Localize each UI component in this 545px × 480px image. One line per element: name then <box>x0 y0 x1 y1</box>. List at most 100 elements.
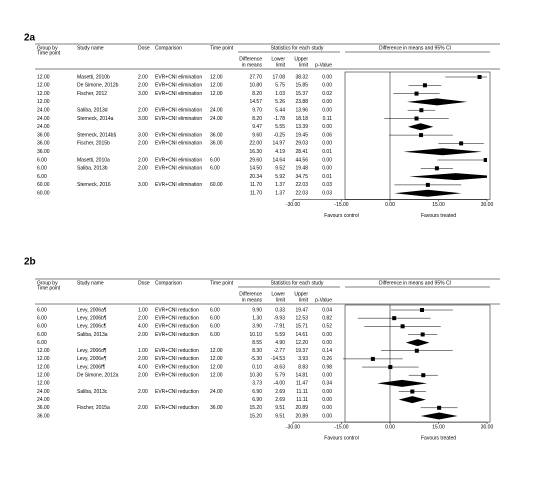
time-cell: 36.00 <box>210 405 223 411</box>
value-cell: -0.25 <box>274 132 286 138</box>
point-estimate <box>388 365 393 370</box>
value-cell: 8.83 <box>298 364 308 370</box>
p-cell: 0.00 <box>322 405 332 411</box>
dose-cell: 3.00 <box>138 116 148 122</box>
time-cell: 6.00 <box>210 324 220 330</box>
header: Upper <box>294 291 308 297</box>
summary-diamond <box>407 123 434 131</box>
header: limit <box>299 62 308 68</box>
study-cell: De Simone, 2012a <box>77 373 119 379</box>
point-estimate <box>483 158 487 162</box>
p-cell: 0.00 <box>322 83 332 89</box>
value-cell: 15.37 <box>295 91 308 97</box>
value-cell: 20.89 <box>295 405 308 411</box>
group-cell: 36.00 <box>37 141 50 147</box>
header: Dose <box>138 45 150 51</box>
comparison-cell: EVR+CNI reduction <box>155 315 199 321</box>
dose-cell: 2.00 <box>138 74 148 80</box>
value-cell: 5.59 <box>275 332 285 338</box>
comparison-cell: EVR+CNI reduction <box>155 348 199 354</box>
value-cell: -8.63 <box>274 364 286 370</box>
value-cell: 1.03 <box>275 91 285 97</box>
x-tick-label: 15.00 <box>432 202 445 208</box>
comparison-cell: EVR+CNI elimination <box>155 182 202 188</box>
group-cell: 6.00 <box>37 315 47 321</box>
group-cell: 60.00 <box>37 182 50 188</box>
value-cell: -2.77 <box>274 348 286 354</box>
comparison-cell: EVR+CNI reduction <box>155 373 199 379</box>
value-cell: 15.20 <box>249 413 262 419</box>
value-cell: 19.47 <box>295 307 308 313</box>
dose-cell: 2.00 <box>138 141 148 147</box>
value-cell: 8.20 <box>252 91 262 97</box>
group-cell: 6.00 <box>37 324 47 330</box>
group-cell: 24.00 <box>37 108 50 114</box>
comparison-cell: EVR+CNI reduction <box>155 332 199 338</box>
value-cell: 1.37 <box>275 182 285 188</box>
value-cell: 27.70 <box>249 74 262 80</box>
dose-cell: 2.00 <box>138 405 148 411</box>
value-cell: -14.53 <box>271 356 285 362</box>
p-cell: 0.01 <box>322 149 332 155</box>
study-cell: Fischer, 2012 <box>77 91 107 97</box>
value-cell: 3.93 <box>298 356 308 362</box>
value-cell: 6.90 <box>252 397 262 403</box>
value-cell: 34.75 <box>295 174 308 180</box>
group-cell: 12.00 <box>37 83 50 89</box>
time-cell: 12.00 <box>210 83 223 89</box>
study-cell: Levy, 2006e¶ <box>77 356 107 362</box>
time-cell: 36.00 <box>210 132 223 138</box>
time-cell: 6.00 <box>210 157 220 163</box>
comparison-cell: EVR+CNI reduction <box>155 356 199 362</box>
dose-cell: 1.00 <box>138 307 148 313</box>
comparison-cell: EVR+CNI reduction <box>155 307 199 313</box>
point-estimate <box>420 308 425 312</box>
group-cell: 36.00 <box>37 405 50 411</box>
comparison-cell: EVR+CNI elimination <box>155 141 202 147</box>
value-cell: 16.30 <box>249 149 262 155</box>
comparison-cell: EVR+CNI elimination <box>155 74 202 80</box>
header: Comparison <box>155 280 182 286</box>
value-cell: 18.18 <box>295 116 308 122</box>
value-cell: 1.30 <box>252 315 262 321</box>
p-cell: 0.34 <box>322 381 332 387</box>
value-cell: 0.33 <box>275 307 285 313</box>
x-label-left: Favours control <box>324 435 358 441</box>
value-cell: 15.20 <box>249 405 262 411</box>
p-cell: 0.00 <box>322 99 332 105</box>
x-tick-label: 0.00 <box>385 202 395 208</box>
x-label-left: Favours control <box>324 213 358 219</box>
value-cell: 14.61 <box>295 332 308 338</box>
summary-diamond <box>420 412 458 420</box>
study-cell: Masetti, 2010b <box>77 74 110 80</box>
value-cell: -4.00 <box>274 381 286 387</box>
dose-cell: 4.00 <box>138 324 148 330</box>
dose-cell: 2.00 <box>138 315 148 321</box>
x-tick-label: 30.00 <box>481 202 494 208</box>
value-cell: 28.41 <box>295 149 308 155</box>
dose-cell: 2.00 <box>138 356 148 362</box>
point-estimate <box>437 405 442 410</box>
comparison-cell: EVR+CNI elimination <box>155 83 202 89</box>
value-cell: 14.57 <box>249 99 262 105</box>
value-cell: 10.80 <box>249 83 262 89</box>
point-estimate <box>414 116 419 121</box>
p-cell: 0.00 <box>322 108 332 114</box>
header: Study name <box>77 280 104 286</box>
value-cell: 17.08 <box>272 74 285 80</box>
header: Study name <box>77 45 104 51</box>
point-estimate <box>392 316 397 321</box>
x-tick-label: -30.00 <box>286 202 300 208</box>
comparison-cell: EVR+CNI elimination <box>155 157 202 163</box>
group-cell: 12.00 <box>37 99 50 105</box>
time-cell: 12.00 <box>210 364 223 370</box>
dose-cell: 3.00 <box>138 132 148 138</box>
value-cell: 8.20 <box>252 116 262 122</box>
p-cell: 0.98 <box>322 364 332 370</box>
header: limit <box>299 297 308 303</box>
value-cell: 9.51 <box>275 405 285 411</box>
plot-area <box>384 75 487 197</box>
header: limit <box>276 62 285 68</box>
group-cell: 12.00 <box>37 373 50 379</box>
comparison-cell: EVR+CNI elimination <box>155 132 202 138</box>
